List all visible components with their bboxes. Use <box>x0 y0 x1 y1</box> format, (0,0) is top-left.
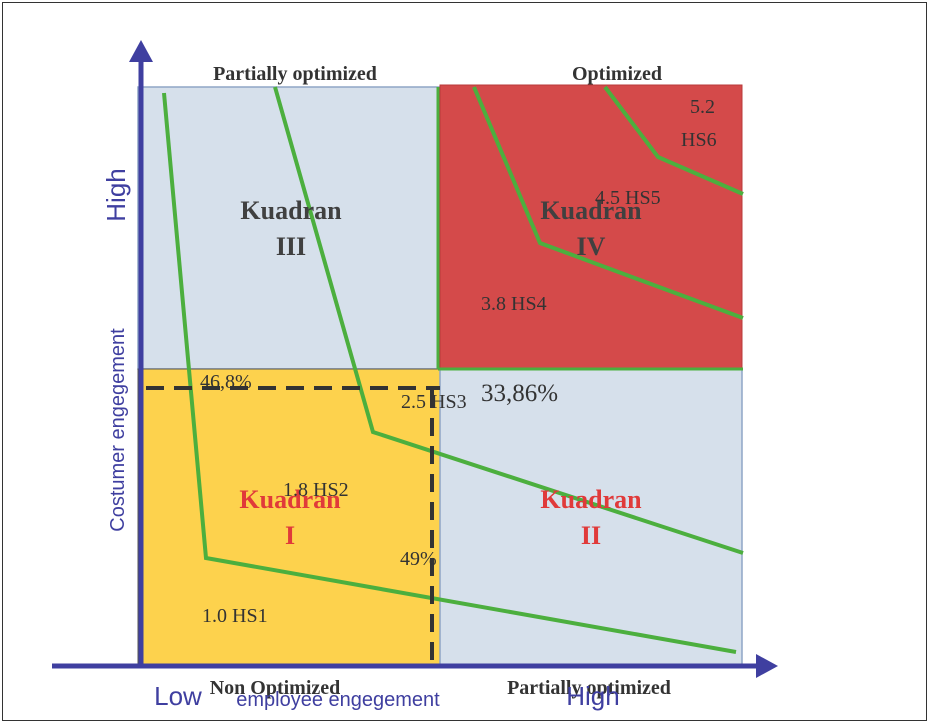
percentage-3386: 33,86% <box>481 380 558 407</box>
point-label-hs3: 2.5 HS3 <box>401 391 467 413</box>
point-label-hs1: 1.0 HS1 <box>202 605 268 627</box>
quadrant-i-title: Kuadran <box>239 485 341 514</box>
label-top-right: Optimized <box>572 63 662 85</box>
percentage-468: 46,8% <box>200 371 252 393</box>
y-axis-high-label: High <box>101 168 131 221</box>
label-bottom-right: Partially optimized <box>507 677 671 699</box>
x-axis-arrow <box>756 654 778 678</box>
curve-hs2-hs3 <box>273 86 744 555</box>
quadrant-iv-area <box>439 84 743 370</box>
point-label-hs5: 4.5 HS5 <box>595 187 661 209</box>
percentage-49: 49% <box>400 548 437 570</box>
y-axis-arrow <box>129 40 153 62</box>
x-axis-low-label: Low <box>154 681 202 711</box>
label-bottom-left: Non Optimized <box>210 677 341 699</box>
quadrant-ii-area <box>439 368 743 668</box>
point-label-hs2: 1.8 HS2 <box>283 479 349 501</box>
quadrant-ii-title: Kuadran <box>540 485 642 514</box>
point-label-hs6-value: 5.2 <box>690 96 715 118</box>
quadrant-iii-title: Kuadran <box>240 196 342 225</box>
point-label-hs4: 3.8 HS4 <box>481 293 547 315</box>
quadrant-iii-numeral: III <box>276 232 306 261</box>
quadrant-i-area <box>137 368 441 668</box>
curve-hs6 <box>603 85 744 196</box>
x-axis-high-label: High <box>566 681 619 711</box>
quadrant-i-numeral: I <box>285 521 295 550</box>
x-axis-title: employee engegement <box>236 689 440 711</box>
label-top-left: Partially optimized <box>213 63 377 85</box>
curve-hs1 <box>162 92 737 654</box>
y-axis-title: Costumer engegement <box>107 328 129 532</box>
quadrant-iv-title: Kuadran <box>540 196 642 225</box>
point-label-hs6-name: HS6 <box>681 129 717 151</box>
quadrant-ii-numeral: II <box>581 521 601 550</box>
quadrant-iv-numeral: IV <box>577 232 606 261</box>
curve-hs4-hs5 <box>472 86 744 320</box>
